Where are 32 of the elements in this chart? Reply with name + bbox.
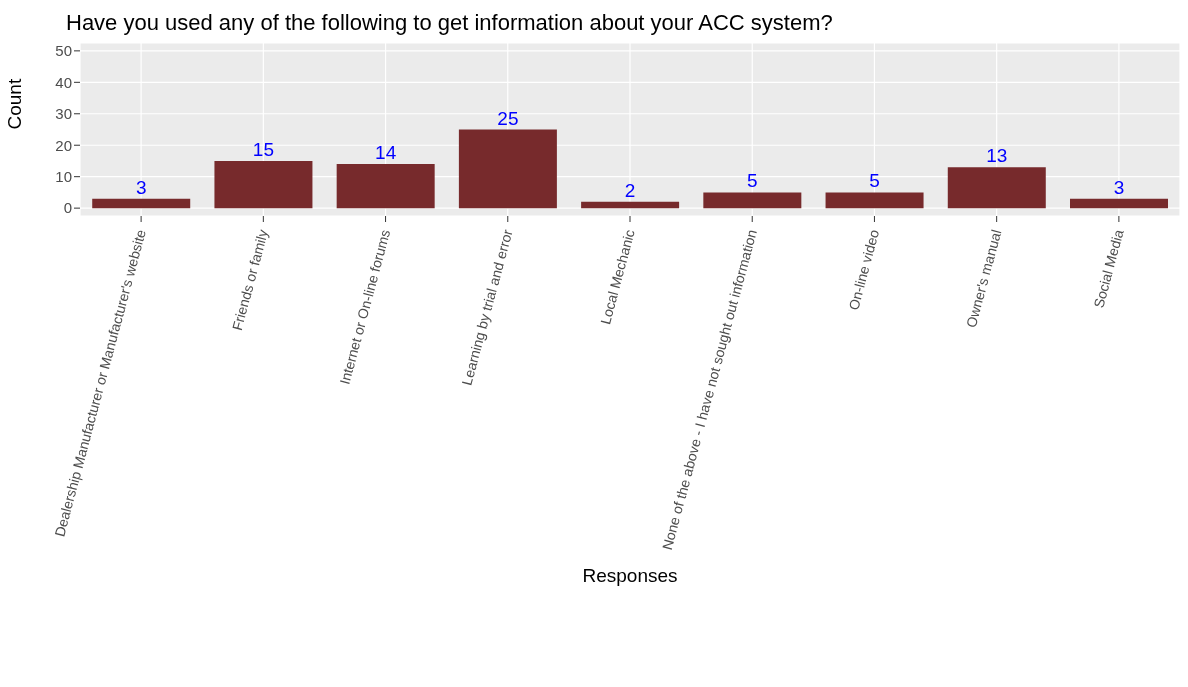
y-tick-label: 30 [55,105,72,123]
bar [825,192,924,209]
y-tick-label: 50 [55,42,72,60]
y-tick-label: 0 [63,199,72,217]
bar [336,164,435,209]
bar [458,129,557,209]
data-label: 2 [624,179,636,201]
y-tick-label: 10 [55,168,72,186]
bar [703,192,802,209]
data-label: 5 [869,170,880,192]
data-label: 25 [497,107,519,129]
bar [92,198,191,209]
data-label: 5 [747,170,758,192]
x-tick-label: Owner's manual [962,227,1005,330]
data-label: 3 [1113,176,1125,198]
data-label: 3 [135,176,147,198]
bar [947,167,1046,209]
x-tick-label: On-line video [845,227,883,312]
y-tick-label: 40 [55,73,72,91]
x-tick-label: Internet or On-line forums [336,227,394,387]
x-tick-label: Friends or family [228,227,272,333]
x-axis-title: Responses [582,565,678,586]
bar [1070,198,1168,209]
y-tick-label: 20 [55,136,72,154]
data-label: 13 [986,145,1008,167]
x-tick-label: Social Media [1090,227,1127,310]
data-label: 15 [252,138,275,160]
bar [214,160,313,209]
y-axis-title: Count [3,78,25,130]
chart-title: Have you used any of the following to get information about your ACC system? [66,9,834,37]
bar [581,201,680,209]
data-label: 14 [375,142,397,164]
